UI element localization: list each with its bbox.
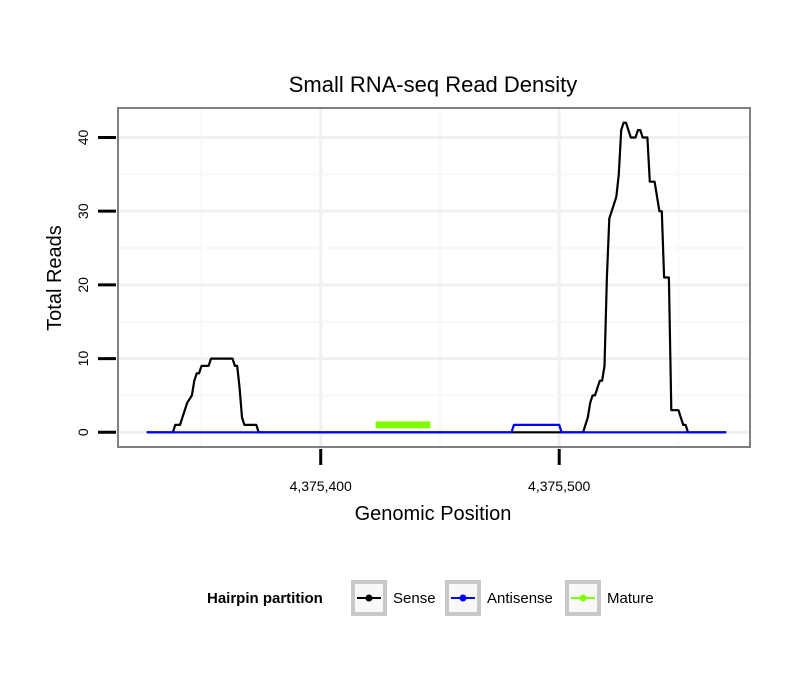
y-tick-label: 20 — [75, 277, 91, 293]
plot-panel-border — [117, 107, 751, 448]
y-tick-label: 40 — [75, 129, 91, 145]
y-axis-label: Total Reads — [44, 225, 66, 331]
series-line-sense — [146, 121, 727, 434]
legend-label-mature: Mature — [607, 590, 654, 607]
legend-label-sense: Sense — [393, 590, 436, 607]
y-tick-label: 30 — [75, 203, 91, 219]
legend-label-antisense: Antisense — [487, 590, 553, 607]
series-layer — [146, 121, 727, 434]
grid-lines — [118, 108, 750, 447]
x-tick-label: 4,375,400 — [290, 478, 352, 494]
legend-title: Hairpin partition — [207, 590, 323, 607]
x-axis: 4,375,400 4,375,500 — [290, 449, 591, 494]
legend-items: Sense Antisense Mature — [351, 580, 654, 616]
chart-title: Small RNA-seq Read Density — [289, 72, 578, 97]
legend-key-point-antisense — [459, 594, 467, 602]
legend-key-point-mature — [579, 594, 587, 602]
series-line-antisense — [146, 423, 727, 434]
x-tick-label: 4,375,500 — [528, 478, 590, 494]
y-tick-label: 0 — [75, 428, 91, 436]
legend: Hairpin partition Sense Antisense Mature — [207, 580, 654, 616]
legend-key-point-sense — [365, 594, 373, 602]
x-axis-label: Genomic Position — [355, 503, 512, 525]
y-axis: 0 10 20 30 40 — [75, 129, 116, 436]
y-tick-label: 10 — [75, 351, 91, 367]
